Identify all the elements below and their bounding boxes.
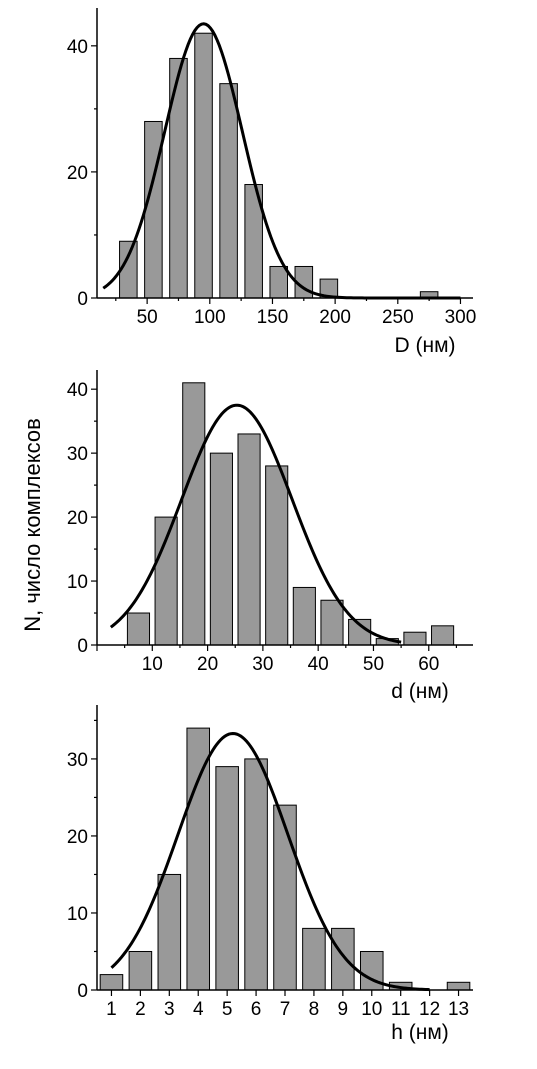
y-tick-label: 30 (67, 444, 88, 465)
bar (244, 758, 268, 991)
x-tick-label: 40 (308, 654, 329, 675)
x-tick-label: 8 (309, 999, 320, 1020)
x-axis-title: D (нм) (394, 334, 455, 357)
bar (126, 612, 151, 646)
bar (265, 465, 289, 646)
bar (431, 625, 455, 646)
x-tick-label: 5 (222, 999, 233, 1020)
x-tick-label: 1 (106, 999, 117, 1020)
x-tick-label: 60 (418, 654, 439, 675)
chart-panel-1: 0 20 40 50 100 150 200 250 300 D (нм) (67, 8, 476, 357)
x-tick-label: 50 (137, 307, 158, 328)
x-tick-label: 6 (251, 999, 262, 1020)
bar (99, 974, 124, 991)
bar (219, 83, 238, 299)
bar (194, 32, 213, 299)
x-tick-label: 2 (135, 999, 146, 1020)
x-tick-label: 200 (319, 307, 351, 328)
chart-panel-2: 0 10 20 30 40 10 20 30 40 50 60 d (нм) (67, 370, 473, 703)
y-tick-label: 40 (67, 380, 88, 401)
bar (182, 382, 206, 646)
bar (320, 599, 344, 646)
bar (446, 981, 471, 991)
y-tick-label: 40 (67, 37, 88, 58)
x-tick-label: 13 (448, 999, 469, 1020)
x-axis-title: h (нм) (391, 1021, 449, 1044)
y-tick-label: 0 (77, 289, 88, 310)
bar (186, 727, 211, 991)
y-tick-label: 20 (67, 163, 88, 184)
y-tick-label: 20 (67, 508, 88, 529)
bar (403, 631, 427, 646)
x-tick-label: 250 (382, 307, 414, 328)
fit-curve (109, 403, 402, 644)
x-tick-label: 4 (193, 999, 204, 1020)
x-tick-label: 10 (361, 999, 382, 1020)
x-tick-label: 12 (419, 999, 440, 1020)
fit-curve (110, 731, 430, 992)
y-tick-label: 10 (67, 572, 88, 593)
x-tick-label: 3 (164, 999, 175, 1020)
x-tick-label: 100 (194, 307, 226, 328)
y-tick-label: 30 (67, 750, 88, 771)
x-tick-label: 10 (142, 654, 163, 675)
bar (292, 586, 316, 646)
x-tick-label: 50 (363, 654, 384, 675)
bar (157, 873, 182, 991)
y-tick-label: 0 (77, 636, 88, 657)
x-tick-label: 11 (391, 999, 411, 1020)
y-tick-label: 20 (67, 827, 88, 848)
y-tick-label: 0 (77, 981, 88, 1002)
bar (209, 452, 233, 646)
x-axis-title: d (нм) (391, 680, 449, 703)
bar (302, 927, 326, 991)
x-tick-label: 30 (252, 654, 273, 675)
y-tick-label: 10 (67, 904, 88, 925)
x-tick-label: 150 (257, 307, 289, 328)
y-axis-label: N, число комплексов (20, 418, 45, 632)
x-tick-label: 20 (197, 654, 218, 675)
bar (273, 804, 297, 991)
bar (237, 433, 261, 646)
bar (128, 950, 153, 991)
x-tick-label: 9 (338, 999, 349, 1020)
bar (331, 927, 355, 991)
x-tick-label: 7 (280, 999, 291, 1020)
bar (215, 766, 239, 991)
bar (269, 265, 289, 299)
x-tick-label: 300 (445, 307, 477, 328)
